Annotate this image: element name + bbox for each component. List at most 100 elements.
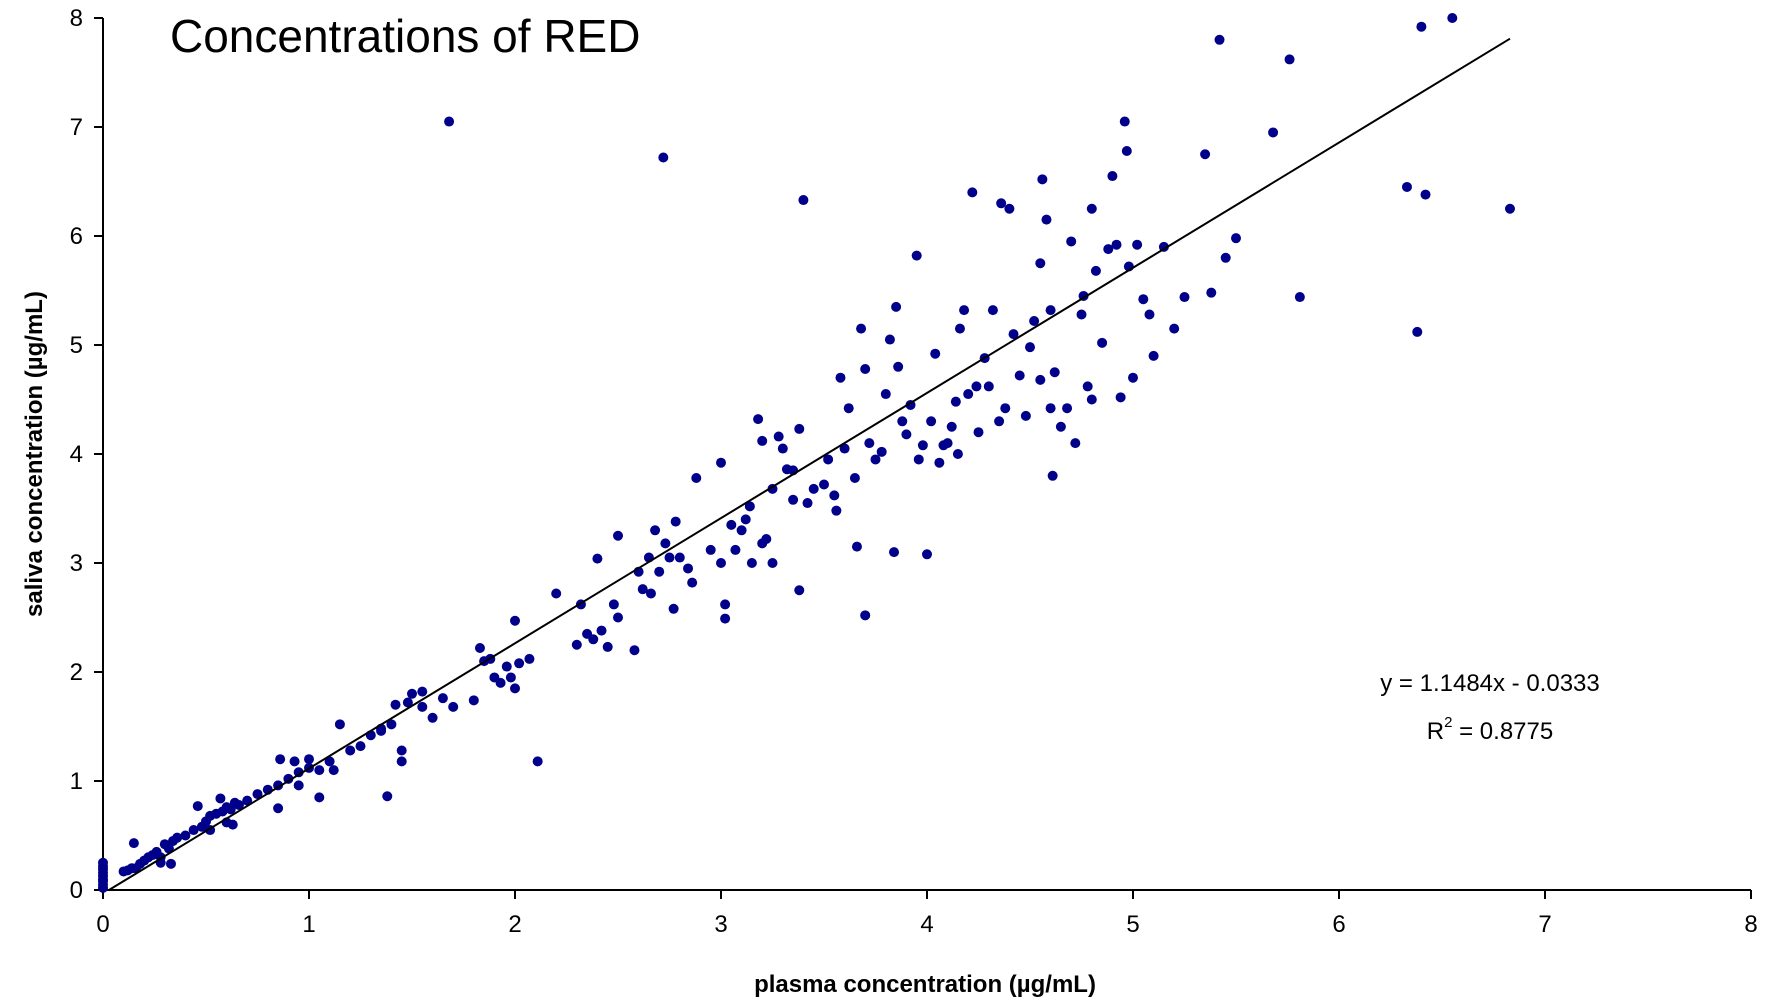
data-point [613,530,623,541]
data-point [994,416,1005,427]
data-point [983,381,994,392]
data-point [922,549,932,560]
data-point [1504,203,1515,214]
data-point [670,516,681,527]
r-squared-label: R2 = 0.8775 [1427,714,1553,745]
x-tick-label: 8 [1744,911,1757,938]
data-point [1004,203,1015,214]
trendline-equation: y = 1.1484x - 0.0333 [1380,670,1600,697]
data-point [963,389,974,400]
data-point [893,361,904,372]
data-point [1008,329,1019,340]
data-point [1035,258,1046,269]
data-point [967,187,978,198]
data-point [1128,372,1138,383]
data-point [608,599,619,610]
data-point [551,588,562,599]
data-point [823,454,834,465]
data-point [819,479,829,490]
data-point [328,765,339,776]
data-point [215,793,226,804]
data-point [716,457,726,468]
data-point [835,372,846,383]
data-point [602,641,613,652]
data-point [1144,309,1155,320]
data-point [345,745,356,756]
data-point [242,795,253,806]
x-tick-label: 4 [920,911,933,938]
data-point [1401,181,1412,192]
data-point [407,688,417,699]
data-point [660,538,671,549]
data-point [275,754,286,765]
data-point [917,440,928,451]
data-point [683,563,694,574]
data-point [851,541,862,552]
x-tick-label: 3 [714,911,727,938]
data-point [897,416,908,427]
data-point [188,825,199,836]
data-point [864,438,875,449]
data-point [971,381,982,392]
data-point [1148,350,1159,361]
data-point [510,615,520,626]
data-point [744,501,755,512]
data-point [726,519,737,530]
data-point [687,577,698,588]
data-point [658,152,669,163]
data-point [165,858,176,869]
data-point [289,756,300,767]
data-point [849,472,860,483]
data-point [753,414,764,425]
data-point [1045,403,1056,414]
data-point [293,767,304,778]
data-point [664,552,675,563]
data-point [1047,470,1058,481]
data-point [510,683,520,694]
data-point [901,429,912,440]
y-tick-label: 3 [70,550,83,577]
data-point [1014,370,1025,381]
x-axis-title: plasma concentration (µg/mL) [754,971,1096,998]
data-point [1037,174,1048,185]
y-tick-label: 1 [70,768,83,795]
r-squared-prefix: R [1427,718,1444,745]
data-point [1086,394,1097,405]
data-point [952,449,963,459]
data-point [1070,438,1081,449]
data-point [501,661,512,672]
data-point [954,323,965,334]
data-point [1020,410,1031,421]
data-point [1086,203,1097,214]
data-point [668,603,679,614]
data-point [1294,292,1305,303]
data-point [273,803,284,814]
x-tick-label: 5 [1126,911,1139,938]
data-point [1066,236,1077,247]
data-point [870,454,881,465]
data-point [773,431,784,442]
data-point [588,634,599,645]
y-tick-label: 2 [70,659,83,686]
data-point [946,421,957,432]
data-point [571,639,582,650]
data-point [942,438,953,449]
data-point [730,544,741,555]
data-point [444,116,455,127]
data-point [829,490,840,501]
data-point [788,494,799,505]
x-tick-label: 6 [1332,911,1345,938]
data-point [691,472,702,483]
data-point [740,514,751,525]
data-point [950,396,961,407]
data-point [876,446,887,457]
data-point [524,653,535,664]
data-point [880,389,891,400]
data-point [252,789,263,800]
data-point [831,505,842,516]
data-point [1268,127,1279,138]
data-point [1055,421,1066,432]
data-point [1179,292,1190,303]
data-point [860,610,871,621]
x-tick-label: 7 [1538,911,1551,938]
